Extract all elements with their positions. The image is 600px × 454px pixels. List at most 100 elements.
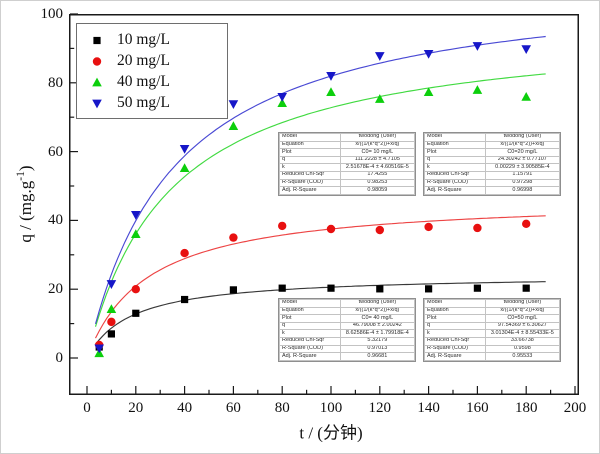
fit-table-param-value: 0.98253 — [339, 178, 416, 188]
fit-table-row: R-Square (COD) 0.9598 — [424, 344, 561, 354]
fit-table-param-label: Equation — [279, 140, 341, 150]
fit-table-param-value: twodong (User) — [484, 299, 561, 308]
data-point-triangle-down — [277, 93, 287, 102]
fit-table-param-value: 33.66738 — [484, 336, 561, 346]
fit-table-row: Plot C0= 40 mg/L — [279, 314, 416, 323]
fit-table-param-value: 0.96681 — [339, 352, 416, 361]
fit-table-param-value: 0.96998 — [484, 186, 561, 195]
fit-table-param-label: Plot — [424, 148, 486, 157]
data-point-circle — [473, 223, 482, 233]
fit-table-row: Plot C0=50 mg/L — [424, 314, 561, 323]
data-point-square — [327, 284, 335, 292]
data-point-circle — [229, 233, 238, 242]
legend-item-50mgL: 50 mg/L — [81, 92, 223, 113]
data-point-triangle-up — [375, 94, 385, 103]
fit-table-param-label: R-Square (COD) — [279, 178, 341, 188]
fit-table-param-value: 0.9598 — [484, 344, 561, 354]
fit-table-param-label: Adj. R-Square — [279, 352, 341, 361]
y-axis-title-exponent: -1 — [14, 171, 28, 181]
data-point-circle — [522, 219, 531, 229]
fit-table-param-label: Adj. R-Square — [279, 186, 341, 195]
fit-table-param-label: Plot — [424, 314, 486, 323]
fit-table-row: k 0.00229 ± 3.90585E-4 — [424, 163, 561, 172]
legend: 10 mg/L 20 mg/L 40 mg/L 50 mg/L — [76, 23, 228, 119]
fit-table-param-value: 111.2228 ± 4.7105 — [339, 155, 416, 165]
y-axis-title-main: q / (mg.g — [15, 180, 35, 243]
fit-table-param-label: Adj. R-Square — [424, 352, 486, 361]
fit-table-top-left: Model twodong (User) Equation x/((1/(k*q^2)… — [278, 132, 416, 196]
data-point-triangle-down — [106, 280, 117, 289]
data-point-triangle-up — [131, 229, 141, 239]
fit-table-param-value: x/((1/(k*q^2))+x/q) — [484, 306, 561, 316]
fit-table-param-value: twodong (User) — [484, 133, 561, 142]
data-point-triangle-up — [106, 304, 117, 314]
fit-table-param-label: Reduced Chi-Sqr — [279, 336, 341, 346]
data-point-circle — [107, 317, 116, 327]
y-tick-label: 20 — [48, 281, 63, 298]
x-tick-label: 180 — [514, 400, 538, 416]
data-point-triangle-up — [228, 121, 239, 131]
fit-table-row: Model twodong (User) — [279, 133, 416, 142]
data-point-triangle-up — [423, 87, 434, 96]
fit-table-row: k 2.51678E-4 ± 4.60516E-5 — [279, 163, 416, 172]
fit-table-param-value: x/((1/(k*q^2))+x/q) — [339, 140, 416, 150]
fit-table-param-value: 0.00229 ± 3.90585E-4 — [484, 163, 561, 172]
x-tick-label: 100 — [319, 400, 343, 416]
fit-table-param-value: C0=50 mg/L — [484, 314, 561, 323]
y-tick-label: 100 — [40, 6, 64, 22]
fit-table-param-label: k — [424, 163, 486, 172]
data-point-square — [229, 286, 237, 294]
fit-table-param-label: R-Square (COD) — [424, 178, 486, 188]
data-point-triangle-up — [92, 77, 102, 86]
data-point-square — [376, 285, 384, 293]
fit-table-param-value: 8.62586E-4 ± 1.79918E-4 — [339, 329, 416, 338]
fit-table-param-value: 2.51678E-4 ± 4.60516E-5 — [339, 163, 416, 172]
x-tick-label: 140 — [417, 400, 440, 416]
fit-table-param-label: Reduced Chi-Sqr — [279, 170, 341, 180]
plot-frame — [69, 14, 579, 395]
fit-table-param-value: twodong (User) — [339, 299, 416, 308]
fit-table-bottom-right: Model twodong (User) Equation x/((1/(k*q^2)… — [423, 298, 561, 362]
data-point-square — [93, 36, 101, 44]
legend-item-40mgL: 40 mg/L — [81, 71, 223, 92]
data-point-circle — [131, 285, 140, 294]
fit-table-row: Adj. R-Square 0.95533 — [424, 352, 561, 361]
y-tick-label: 80 — [48, 74, 63, 91]
fit-table-param-label: Model — [279, 299, 341, 308]
x-tick-label: 60 — [225, 400, 241, 416]
data-point-triangle-down — [326, 72, 336, 81]
x-tick-label: 20 — [128, 400, 144, 416]
fit-table-param-label: Model — [424, 133, 486, 142]
data-point-circle — [92, 56, 102, 66]
data-point-square — [181, 295, 189, 304]
data-point-triangle-down — [423, 50, 434, 59]
data-point-triangle-down — [92, 99, 102, 108]
legend-item-20mgL: 20 mg/L — [81, 50, 223, 71]
fit-table-row: Model twodong (User) — [424, 299, 561, 308]
fit-table-param-label: Reduced Chi-Sqr — [424, 170, 486, 180]
fit-table-row: Adj. R-Square 0.96998 — [424, 186, 561, 195]
fit-table-param-value: 0.98059 — [339, 186, 416, 195]
fit-table-bottom-left: Model twodong (User) Equation x/((1/(k*q^2)… — [278, 298, 416, 362]
data-point-triangle-up — [472, 85, 483, 94]
x-tick-label: 160 — [466, 400, 489, 416]
fit-table-param-value: x/((1/(k*q^2))+x/q) — [339, 306, 416, 316]
legend-item-10mgL: 10 mg/L — [81, 29, 223, 50]
fit-table-param-label: Reduced Chi-Sqr — [424, 336, 486, 346]
fit-table-param-label: R-Square (COD) — [424, 344, 486, 354]
data-point-triangle-down — [179, 144, 190, 154]
legend-marker-triangle-up-icon — [92, 77, 102, 86]
fit-table-param-label: k — [424, 329, 486, 338]
fit-table-row: Adj. R-Square 0.96681 — [279, 352, 416, 361]
data-point-square — [132, 309, 140, 317]
fit-table-param-value: 24.30242 ± 0.77107 — [484, 155, 561, 165]
fit-table-row: R-Square (COD) 0.97013 — [279, 344, 416, 354]
fit-table-param-value: 0.97013 — [339, 344, 416, 354]
y-tick-label: 40 — [48, 212, 63, 229]
legend-marker-circle-icon — [92, 56, 102, 66]
data-point-triangle-down — [228, 100, 239, 110]
x-tick-label: 40 — [177, 400, 193, 416]
legend-marker-square-icon — [93, 36, 101, 44]
fit-table-param-value: 46.79008 ± 2.00242 — [339, 321, 416, 331]
